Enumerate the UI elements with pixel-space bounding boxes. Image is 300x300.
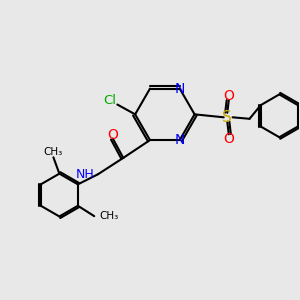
Text: O: O: [223, 132, 234, 146]
Text: NH: NH: [76, 168, 94, 181]
Text: N: N: [175, 82, 185, 96]
Text: N: N: [175, 133, 185, 147]
Text: Cl: Cl: [103, 94, 116, 107]
Text: CH₃: CH₃: [100, 211, 119, 221]
Text: S: S: [222, 110, 232, 125]
Text: CH₃: CH₃: [44, 147, 63, 157]
Text: O: O: [223, 89, 234, 103]
Text: O: O: [107, 128, 118, 142]
